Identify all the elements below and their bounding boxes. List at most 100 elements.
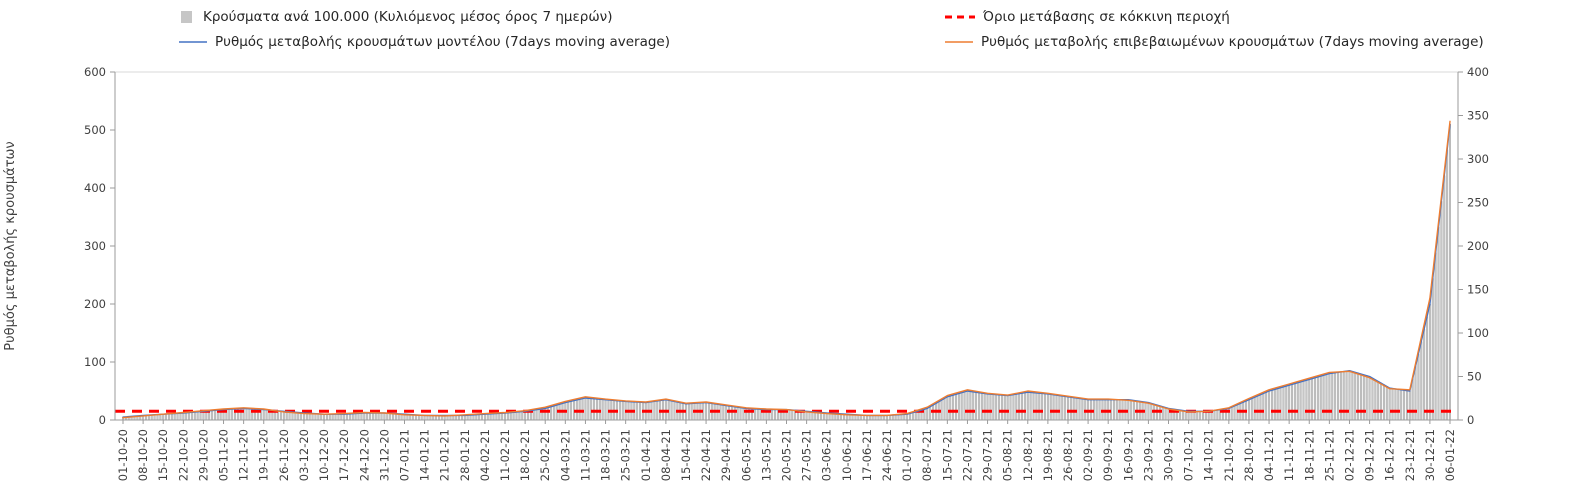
svg-text:17-06-21: 17-06-21 xyxy=(860,429,874,481)
svg-text:22-04-21: 22-04-21 xyxy=(699,429,713,481)
svg-text:14-01-21: 14-01-21 xyxy=(418,429,432,481)
legend-item-model-rate: Ρυθμός μεταβολής κρουσμάτων μοντέλου (7d… xyxy=(178,33,670,51)
svg-text:28-01-21: 28-01-21 xyxy=(458,429,472,481)
svg-text:600: 600 xyxy=(84,65,106,79)
svg-text:15-10-20: 15-10-20 xyxy=(156,429,170,481)
svg-text:250: 250 xyxy=(1467,196,1489,210)
svg-text:19-11-20: 19-11-20 xyxy=(257,429,271,481)
svg-text:100: 100 xyxy=(1467,326,1489,340)
svg-text:17-12-20: 17-12-20 xyxy=(337,429,351,481)
svg-text:300: 300 xyxy=(84,239,106,253)
svg-text:25-03-21: 25-03-21 xyxy=(619,429,633,481)
svg-text:200: 200 xyxy=(1467,239,1489,253)
svg-text:29-04-21: 29-04-21 xyxy=(719,429,733,481)
legend-label-red-threshold: Όριο μετάβασης σε κόκκινη περιοχή xyxy=(983,9,1230,25)
svg-text:11-02-21: 11-02-21 xyxy=(498,429,512,481)
svg-text:0: 0 xyxy=(1467,413,1474,427)
threshold-line-legend-marker xyxy=(945,15,975,19)
svg-text:05-11-20: 05-11-20 xyxy=(217,429,231,481)
svg-text:26-11-20: 26-11-20 xyxy=(277,429,291,481)
svg-text:20-05-21: 20-05-21 xyxy=(780,429,794,481)
svg-text:19-08-21: 19-08-21 xyxy=(1041,429,1055,481)
svg-text:07-10-21: 07-10-21 xyxy=(1182,429,1196,481)
svg-text:15-04-21: 15-04-21 xyxy=(679,429,693,481)
svg-text:22-07-21: 22-07-21 xyxy=(960,429,974,481)
x-axis: 01-10-20 08-10-20 15-10-20 22-10-20 29-10-20… xyxy=(116,420,1457,481)
legend-item-cases: Κρούσματα ανά 100.000 (Κυλιόμενος μέσος … xyxy=(178,8,612,26)
bars-layer xyxy=(122,124,1451,421)
svg-text:10-12-20: 10-12-20 xyxy=(317,429,331,481)
svg-text:15-07-21: 15-07-21 xyxy=(940,429,954,481)
svg-text:100: 100 xyxy=(84,355,106,369)
svg-text:400: 400 xyxy=(84,181,106,195)
svg-text:10-06-21: 10-06-21 xyxy=(840,429,854,481)
legend-label-confirmed-rate: Ρυθμός μεταβολής επιβεβαιωμένων κρουσμάτ… xyxy=(981,34,1484,50)
y-axis-title: Ρυθμός μεταβολής κρουσμάτων xyxy=(3,141,18,350)
svg-text:01-07-21: 01-07-21 xyxy=(900,429,914,481)
svg-text:04-03-21: 04-03-21 xyxy=(558,429,572,481)
svg-text:29-07-21: 29-07-21 xyxy=(981,429,995,481)
confirmed-line-legend-marker xyxy=(945,41,973,43)
confirmed-line xyxy=(122,120,1451,419)
svg-text:12-08-21: 12-08-21 xyxy=(1021,429,1035,481)
svg-text:07-01-21: 07-01-21 xyxy=(397,429,411,481)
svg-text:30-09-21: 30-09-21 xyxy=(1162,429,1176,481)
svg-text:02-09-21: 02-09-21 xyxy=(1081,429,1095,481)
svg-text:08-10-20: 08-10-20 xyxy=(136,429,150,481)
svg-text:150: 150 xyxy=(1467,283,1489,297)
svg-text:350: 350 xyxy=(1467,109,1489,123)
svg-text:08-07-21: 08-07-21 xyxy=(920,429,934,481)
svg-text:21-01-21: 21-01-21 xyxy=(438,429,452,481)
svg-text:21-10-21: 21-10-21 xyxy=(1222,429,1236,481)
svg-text:26-08-21: 26-08-21 xyxy=(1061,429,1075,481)
model-line xyxy=(122,123,1451,418)
svg-text:01-10-20: 01-10-20 xyxy=(116,429,130,481)
legend-label-cases: Κρούσματα ανά 100.000 (Κυλιόμενος μέσος … xyxy=(203,9,613,25)
svg-text:06-05-21: 06-05-21 xyxy=(739,429,753,481)
legend-item-confirmed-rate: Ρυθμός μεταβολής επιβεβαιωμένων κρουσμάτ… xyxy=(944,33,1484,51)
svg-text:18-02-21: 18-02-21 xyxy=(518,429,532,481)
axes xyxy=(114,72,1459,421)
svg-text:0: 0 xyxy=(99,413,106,427)
svg-text:24-06-21: 24-06-21 xyxy=(880,429,894,481)
svg-text:31-12-20: 31-12-20 xyxy=(377,429,391,481)
svg-text:11-03-21: 11-03-21 xyxy=(578,429,592,481)
svg-text:13-05-21: 13-05-21 xyxy=(759,429,773,481)
svg-text:500: 500 xyxy=(84,123,106,137)
svg-text:05-08-21: 05-08-21 xyxy=(1001,429,1015,481)
cases-bar-legend-marker xyxy=(181,11,192,23)
svg-text:04-11-21: 04-11-21 xyxy=(1262,429,1276,481)
svg-text:09-09-21: 09-09-21 xyxy=(1101,429,1115,481)
svg-text:06-01-22: 06-01-22 xyxy=(1443,429,1457,481)
svg-text:30-12-21: 30-12-21 xyxy=(1423,429,1437,481)
svg-text:27-05-21: 27-05-21 xyxy=(800,429,814,481)
left-y-axis: 0 100 200 300 400 500 600 xyxy=(84,65,115,427)
model-line-legend-marker xyxy=(179,41,207,43)
svg-text:16-09-21: 16-09-21 xyxy=(1121,429,1135,481)
svg-text:16-12-21: 16-12-21 xyxy=(1383,429,1397,481)
svg-text:400: 400 xyxy=(1467,65,1489,79)
svg-text:01-04-21: 01-04-21 xyxy=(639,429,653,481)
svg-text:22-10-20: 22-10-20 xyxy=(176,429,190,481)
svg-text:29-10-20: 29-10-20 xyxy=(196,429,210,481)
svg-text:23-12-21: 23-12-21 xyxy=(1403,429,1417,481)
svg-text:14-10-21: 14-10-21 xyxy=(1202,429,1216,481)
right-y-axis: 0 50 100 150 200 250 300 350 400 xyxy=(1458,65,1489,427)
svg-text:50: 50 xyxy=(1467,370,1482,384)
svg-text:18-03-21: 18-03-21 xyxy=(599,429,613,481)
svg-text:300: 300 xyxy=(1467,152,1489,166)
svg-text:25-02-21: 25-02-21 xyxy=(538,429,552,481)
svg-text:24-12-20: 24-12-20 xyxy=(357,429,371,481)
svg-text:12-11-20: 12-11-20 xyxy=(237,429,251,481)
svg-text:28-10-21: 28-10-21 xyxy=(1242,429,1256,481)
svg-text:02-12-21: 02-12-21 xyxy=(1342,429,1356,481)
svg-text:11-11-21: 11-11-21 xyxy=(1282,429,1296,481)
legend-label-model-rate: Ρυθμός μεταβολής κρουσμάτων μοντέλου (7d… xyxy=(215,34,671,50)
svg-text:200: 200 xyxy=(84,297,106,311)
svg-text:03-12-20: 03-12-20 xyxy=(297,429,311,481)
svg-text:03-06-21: 03-06-21 xyxy=(820,429,834,481)
svg-text:08-04-21: 08-04-21 xyxy=(659,429,673,481)
svg-text:23-09-21: 23-09-21 xyxy=(1141,429,1155,481)
